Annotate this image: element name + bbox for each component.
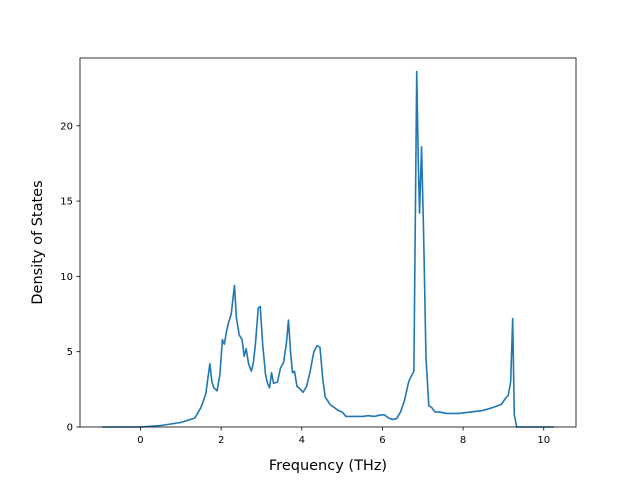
- y-tick-label: 5: [67, 347, 73, 358]
- ticks-layer: 0 2 4 6 8 10 0 5 10 15 20: [60, 121, 550, 446]
- x-tick-label: 2: [218, 435, 224, 446]
- y-tick-label: 15: [60, 197, 73, 208]
- y-tick-label: 0: [67, 423, 73, 434]
- x-tick-label: 4: [299, 435, 305, 446]
- y-tick-label: 10: [60, 272, 73, 283]
- series-layer: [102, 70, 554, 428]
- x-axis-label: Frequency (THz): [269, 458, 387, 474]
- x-tick-label: 0: [137, 435, 143, 446]
- plot-frame: [79, 57, 577, 428]
- y-axis-label: Density of States: [30, 180, 46, 304]
- x-tick-label: 10: [537, 435, 550, 446]
- plot-area: [80, 58, 576, 427]
- dos-series-line: [102, 70, 554, 428]
- x-tick-label: 8: [460, 435, 466, 446]
- y-tick-label: 20: [60, 121, 73, 132]
- x-tick-label: 6: [379, 435, 385, 446]
